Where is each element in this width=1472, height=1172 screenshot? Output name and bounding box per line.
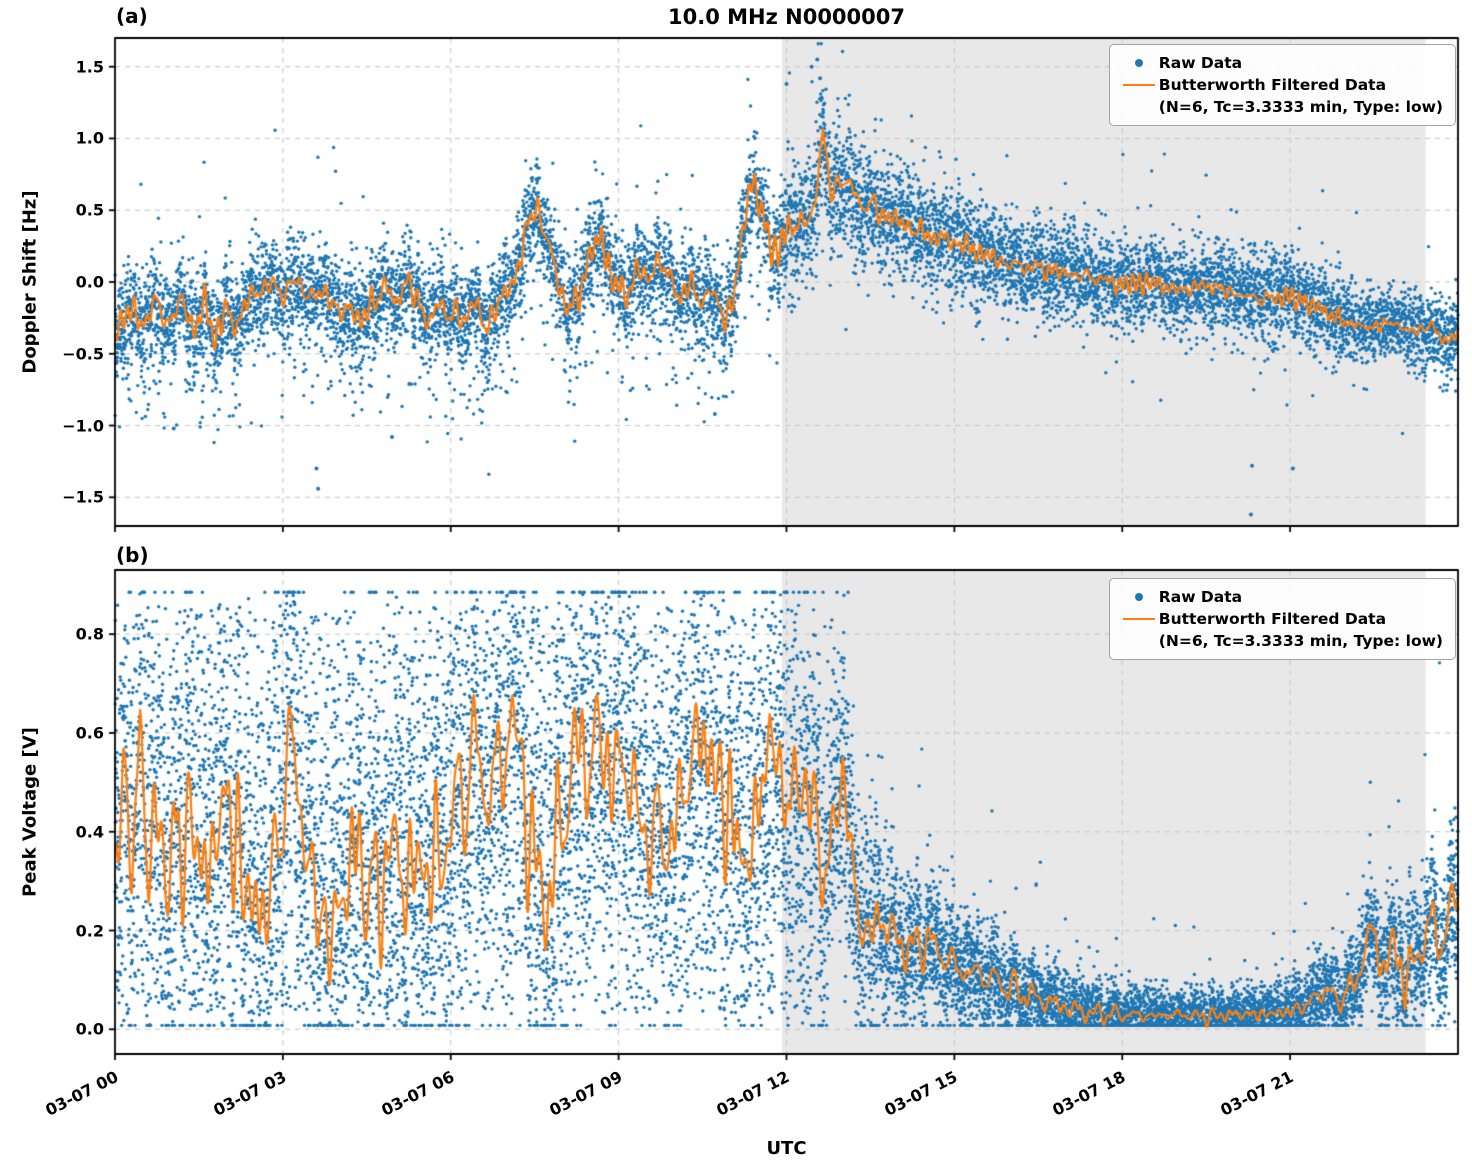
raw-data-marker-icon (1119, 59, 1159, 67)
y-axis-label-a: Doppler Shift [Hz] (19, 190, 41, 374)
y-tick-label: 0.6 (75, 723, 104, 743)
y-tick-label: −1.0 (62, 416, 104, 436)
legend-filtered-label-line2: (N=6, Tc=3.3333 min, Type: low) (1158, 98, 1443, 116)
legend-filtered-label-line1: Butterworth Filtered Data (1158, 76, 1387, 94)
y-axis-label-b: Peak Voltage [V] (19, 727, 41, 897)
y-tick-label: 0.8 (75, 624, 104, 644)
legend-raw-label: Raw Data (1158, 588, 1243, 606)
filtered-line-marker-icon (1119, 618, 1159, 620)
x-axis-label: UTC (766, 1138, 807, 1159)
legend-raw-entry: Raw Data (1119, 586, 1443, 608)
legend-panel-a: Raw Data Butterworth Filtered Data (N=6,… (1108, 44, 1456, 126)
legend-panel-b: Raw Data Butterworth Filtered Data (N=6,… (1108, 578, 1456, 660)
panel-a-label: (a) (116, 4, 148, 28)
raw-data-marker-icon (1119, 593, 1159, 601)
filtered-line-marker-icon (1119, 84, 1159, 86)
y-tick-label: 0.5 (75, 200, 104, 220)
y-tick-label: 0.0 (75, 1019, 104, 1039)
legend-filtered-entry: Butterworth Filtered Data (1119, 74, 1443, 96)
chart-title: 10.0 MHz N0000007 (668, 5, 905, 29)
legend-raw-entry: Raw Data (1119, 52, 1443, 74)
y-tick-label: 0.4 (75, 822, 104, 842)
legend-filtered-entry: Butterworth Filtered Data (1119, 608, 1443, 630)
y-tick-label: 0.2 (75, 921, 104, 941)
legend-filtered-label-line1: Butterworth Filtered Data (1158, 610, 1387, 628)
legend-raw-label: Raw Data (1158, 54, 1243, 72)
y-tick-label: 1.0 (75, 128, 104, 148)
legend-filtered-entry-line2: (N=6, Tc=3.3333 min, Type: low) (1119, 630, 1443, 652)
legend-filtered-entry-line2: (N=6, Tc=3.3333 min, Type: low) (1119, 96, 1443, 118)
y-tick-label: −1.5 (62, 487, 104, 507)
panel-b-label: (b) (116, 543, 149, 567)
y-tick-label: −0.5 (62, 344, 104, 364)
y-tick-label: 0.0 (75, 272, 104, 292)
legend-filtered-label-line2: (N=6, Tc=3.3333 min, Type: low) (1158, 632, 1443, 650)
y-tick-label: 1.5 (75, 57, 104, 77)
